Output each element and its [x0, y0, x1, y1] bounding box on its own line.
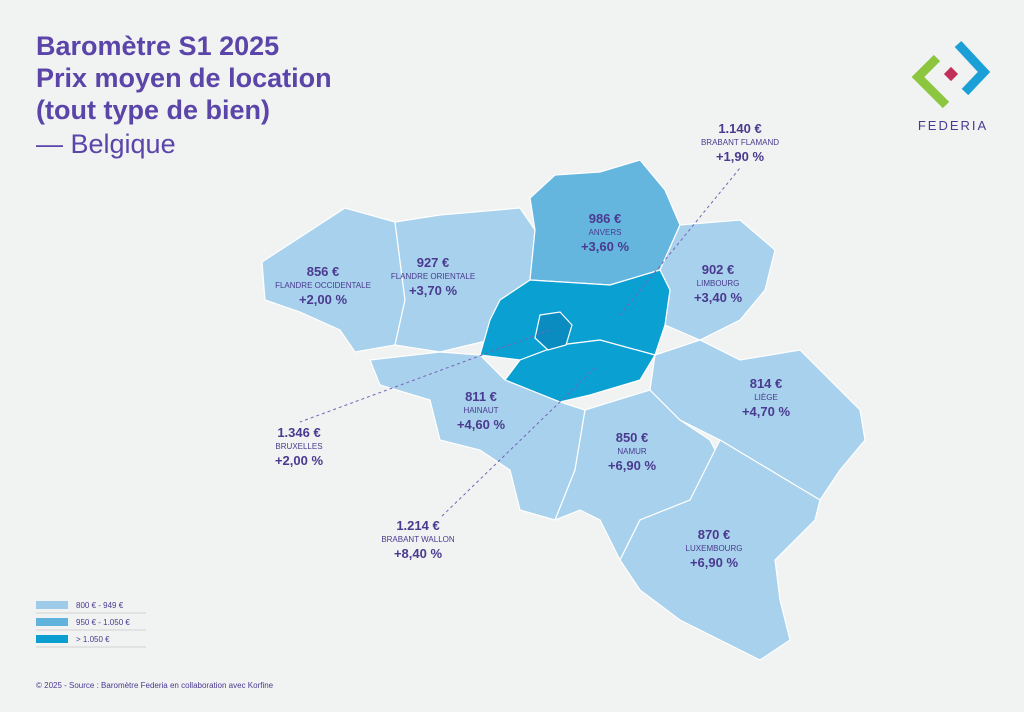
legend: 800 € - 949 € 950 € - 1.050 € > 1.050 €	[36, 601, 146, 648]
region-price: 1.140 €	[718, 121, 761, 136]
title-line: Baromètre S1 2025	[36, 31, 279, 61]
region-name: HAINAUT	[463, 406, 498, 415]
region-price: 856 €	[307, 264, 340, 279]
leader-line	[299, 329, 551, 423]
region-price: 1.214 €	[396, 518, 439, 533]
region-name: BRUXELLES	[275, 442, 322, 451]
region-price: 1.346 €	[277, 425, 320, 440]
region-change: +4,70 %	[742, 404, 791, 419]
legend-label: 950 € - 1.050 €	[76, 618, 130, 627]
region-price: 814 €	[750, 376, 783, 391]
region-change: +4,60 %	[457, 417, 506, 432]
region-name: LUXEMBOURG	[686, 544, 743, 553]
province	[619, 439, 821, 661]
title-line: Prix moyen de location	[36, 63, 332, 93]
region-name: FLANDRE OCCIDENTALE	[275, 281, 371, 290]
region-labels: 856 € FLANDRE OCCIDENTALE +2,00 % 927 € FLAN…	[275, 121, 791, 570]
logo-mark	[943, 66, 959, 82]
leader-line	[619, 167, 741, 316]
region-name: NAMUR	[617, 447, 647, 456]
logo: FEDERIA	[911, 40, 991, 133]
logo-text: FEDERIA	[918, 118, 988, 133]
footer: © 2025 - Source : Baromètre Federia en c…	[36, 681, 274, 690]
region-change: +6,90 %	[690, 555, 739, 570]
logo-mark	[954, 40, 991, 96]
region-price: 902 €	[702, 262, 735, 277]
province	[261, 207, 406, 353]
region-change: +2,00 %	[299, 292, 348, 307]
region-change: +3,70 %	[409, 283, 458, 298]
region-change: +1,90 %	[716, 149, 765, 164]
map	[261, 159, 866, 661]
region-name: LIÈGE	[754, 393, 778, 402]
province	[649, 339, 866, 501]
region-change: +3,60 %	[581, 239, 630, 254]
region-name: FLANDRE ORIENTALE	[391, 272, 475, 281]
logo-mark	[911, 54, 950, 109]
region-price: 927 €	[417, 255, 450, 270]
region-change: +8,40 %	[394, 546, 443, 561]
title-line: (tout type de bien)	[36, 95, 270, 125]
region-price: 986 €	[589, 211, 622, 226]
region-name: LIMBOURG	[697, 279, 740, 288]
region-change: +2,00 %	[275, 453, 324, 468]
region-price: 811 €	[465, 389, 497, 404]
region-name: BRABANT FLAMAND	[701, 138, 779, 147]
region-name: ANVERS	[589, 228, 622, 237]
legend-swatch	[36, 635, 68, 643]
province	[534, 311, 573, 351]
region-change: +3,40 %	[694, 290, 743, 305]
subtitle: — Belgique	[36, 129, 176, 159]
legend-label: > 1.050 €	[76, 635, 110, 644]
legend-label: 800 € - 949 €	[76, 601, 124, 610]
legend-swatch	[36, 601, 68, 609]
region-price: 850 €	[616, 430, 649, 445]
region-price: 870 €	[698, 527, 731, 542]
region-change: +6,90 %	[608, 458, 657, 473]
region-name: BRABANT WALLON	[381, 535, 455, 544]
legend-swatch	[36, 618, 68, 626]
